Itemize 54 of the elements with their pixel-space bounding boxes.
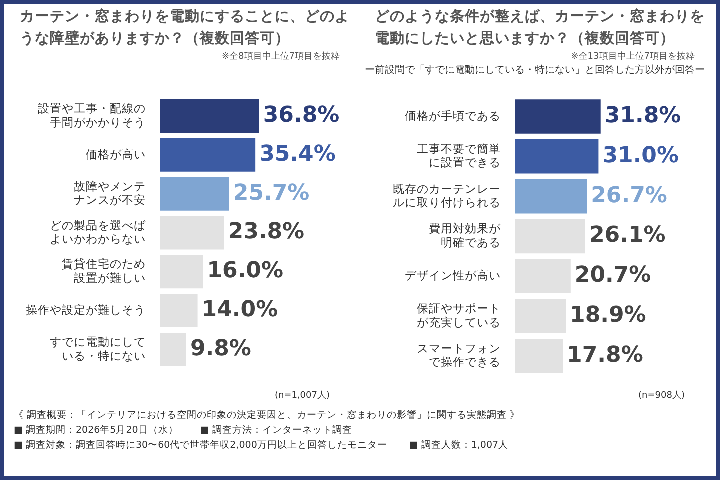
y-tick-label: 操作や設定が難しそう <box>26 303 146 317</box>
bar <box>160 255 204 289</box>
bar <box>160 333 186 366</box>
chart-title: カーテン・窓まわりを電動にすることに、どのような障壁がありますか？（複数回答可） <box>19 7 350 49</box>
y-tick-label: 設置や工事・配線の手間がかかりそう <box>38 102 146 130</box>
text: (n=1,007人) <box>274 390 331 402</box>
data-label: 26.7% <box>591 183 668 208</box>
data-label: 36.8% <box>263 102 340 128</box>
y-tick-label: 費用対効果が明確である <box>429 222 502 250</box>
y-tick-label: すでに電動にしている・特にない <box>50 336 146 363</box>
data-label: 26.1% <box>589 223 666 248</box>
bar <box>515 259 571 294</box>
text: 《 調査概要：「インテリアにおける空間の印象の決定要因と、カーテン・窓まわりの影響」に関する実態調査 》 <box>14 409 522 423</box>
y-tick-label: デザイン性が高い <box>405 268 501 283</box>
bar <box>515 219 586 254</box>
bar <box>160 216 224 250</box>
data-label: 23.8% <box>228 220 305 245</box>
text: ■ 調査方法：インターネット調査 <box>200 425 352 436</box>
y-tick-label: 工事不要で簡単に設置できる <box>417 142 501 170</box>
bar <box>515 100 601 134</box>
data-label: 17.8% <box>567 342 644 368</box>
y-tick-label: スマートフォンで操作できる <box>417 343 501 370</box>
text: ■ 調査期間：2026年5月20日（水） <box>14 425 178 436</box>
y-tick-label: どの製品を選べばよいかわからない <box>50 219 147 246</box>
data-label: 18.9% <box>570 302 646 328</box>
y-tick-label: 賃貸住宅のため設置が難しい <box>62 257 146 285</box>
data-label: 20.7% <box>574 263 652 288</box>
chart-title: どのような条件が整えば、カーテン・窓まわりを電動にしたいと思いますか？（複数回答可） <box>374 7 705 49</box>
text: ※全8項目中上位7項目を抜粋 <box>221 50 341 63</box>
data-label: 31.0% <box>602 143 680 168</box>
bar <box>160 138 256 172</box>
data-label: 35.4% <box>260 142 336 167</box>
y-tick-label: 価格が高い <box>86 147 146 162</box>
text: (n=908人) <box>638 390 686 402</box>
bar <box>515 179 588 214</box>
bar <box>160 177 230 211</box>
data-label: 16.0% <box>207 258 284 284</box>
y-tick-label: 既存のカーテンレールに取り付けられる <box>393 182 501 210</box>
y-tick-label: 価格が手頃である <box>405 108 501 123</box>
text: ■ 調査対象：調査回答時に30〜60代で世帯年収2,000万円以上と回答したモニター <box>14 440 388 451</box>
text: ※全13項目中上位7項目を抜粋 <box>570 50 696 63</box>
data-label: 9.8% <box>190 336 252 362</box>
bar <box>160 100 260 133</box>
y-tick-label: 故障やメンテナンスが不安 <box>74 179 146 208</box>
bar <box>515 299 566 334</box>
text: ー前設問で「すでに電動にしている・特にない」と回答した方以外が回答ー <box>365 64 705 77</box>
y-tick-label: 保証やサポートが充実している <box>417 302 501 330</box>
bar <box>515 139 599 174</box>
data-label: 14.0% <box>202 298 278 323</box>
bar <box>515 338 564 374</box>
text: ■ 調査人数：1,007人 <box>409 440 509 451</box>
data-label: 25.7% <box>233 180 310 206</box>
bar <box>160 294 198 328</box>
data-label: 31.8% <box>604 103 682 128</box>
